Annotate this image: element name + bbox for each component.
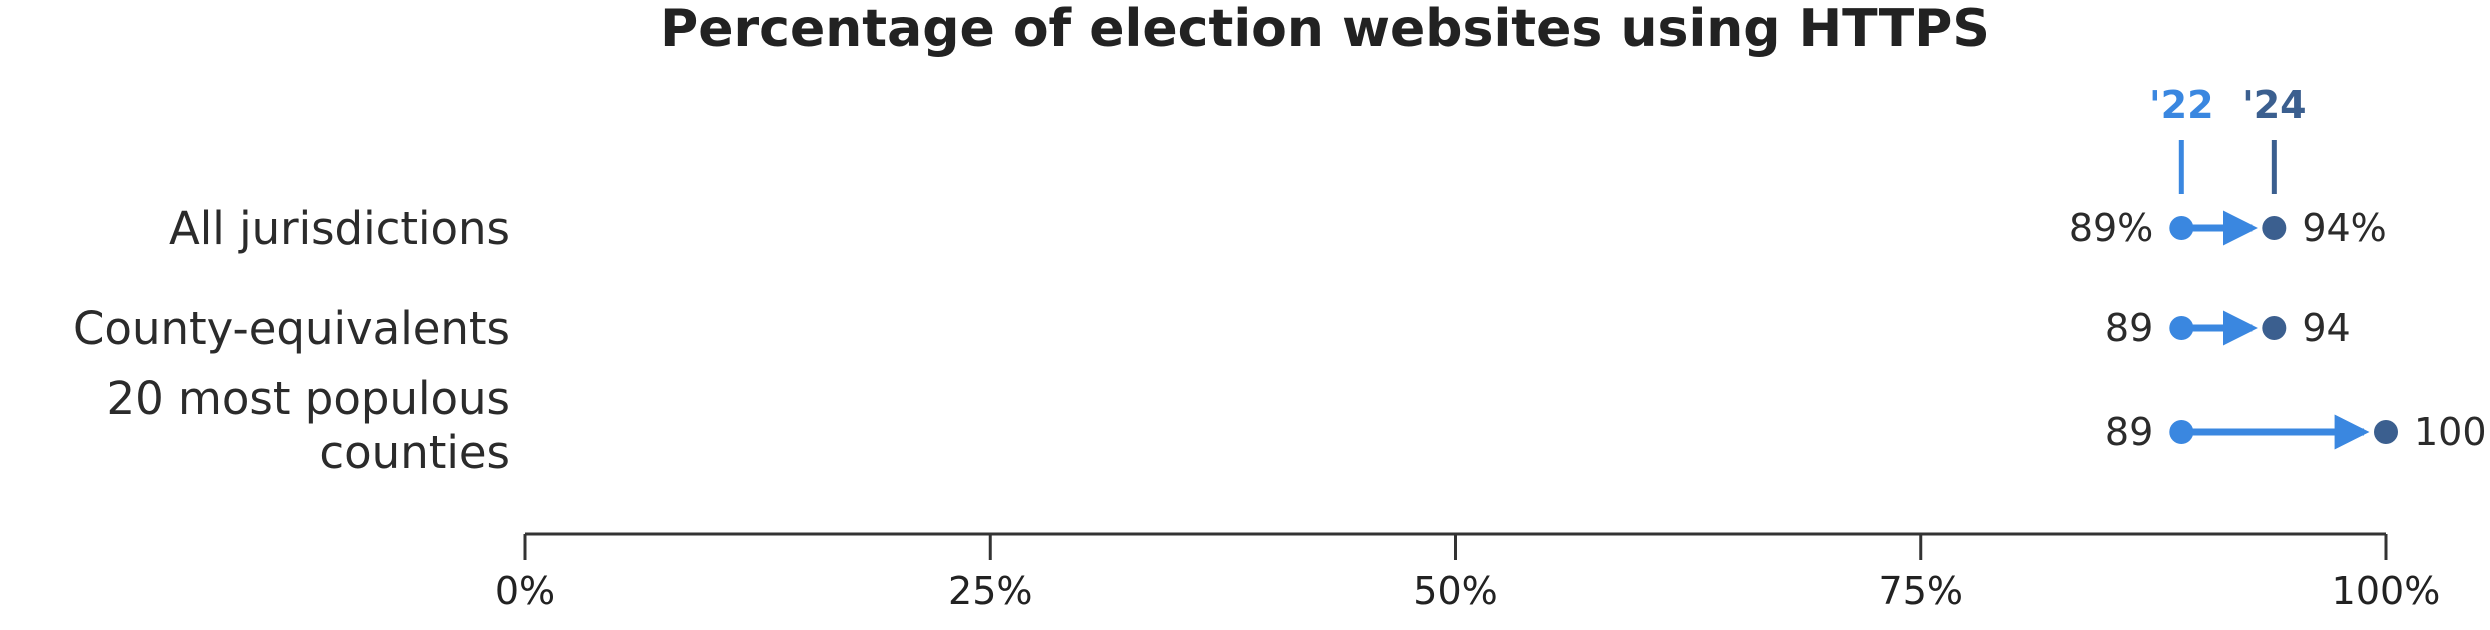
dumbbell-row: 20 most populous counties 89 100	[106, 372, 2486, 479]
legend-label-2022: '22	[2149, 83, 2214, 127]
value-label-2022: 89	[2105, 410, 2153, 454]
dot-2024	[2262, 316, 2287, 340]
dot-2022	[2169, 420, 2194, 444]
value-label-2024: 94	[2302, 306, 2350, 350]
category-label: 20 most populous counties	[106, 372, 510, 479]
x-tick-label: 25%	[948, 569, 1032, 613]
value-label-2022: 89%	[2069, 206, 2153, 250]
chart-rows: All jurisdictions 89% 94% County-equivalent…	[73, 202, 2487, 479]
dumbbell-row: County-equivalents 89 94	[73, 302, 2351, 355]
x-tick-label: 100%	[2332, 569, 2441, 613]
dot-2022	[2169, 216, 2194, 240]
legend: '22 '24	[2149, 83, 2307, 194]
x-tick-label: 50%	[1413, 569, 1497, 613]
legend-label-2024: '24	[2242, 83, 2307, 127]
x-tick-label: 0%	[495, 569, 555, 613]
dot-2024	[2262, 216, 2287, 240]
dot-2022	[2169, 316, 2194, 340]
category-label: All jurisdictions	[169, 202, 510, 255]
category-label-line: 20 most populous	[106, 372, 510, 425]
value-label-2024: 94%	[2302, 206, 2386, 250]
x-axis: 0% 25% 50% 75% 100%	[495, 532, 2441, 613]
dot-2024	[2374, 420, 2398, 444]
dumbbell-row: All jurisdictions 89% 94%	[169, 202, 2387, 255]
value-label-2024: 100	[2414, 410, 2487, 454]
category-label: County-equivalents	[73, 302, 510, 355]
x-tick-label: 75%	[1879, 569, 1963, 613]
value-label-2022: 89	[2105, 306, 2153, 350]
category-label-line: counties	[319, 426, 510, 479]
chart-title: Percentage of election websites using HT…	[660, 0, 1990, 59]
